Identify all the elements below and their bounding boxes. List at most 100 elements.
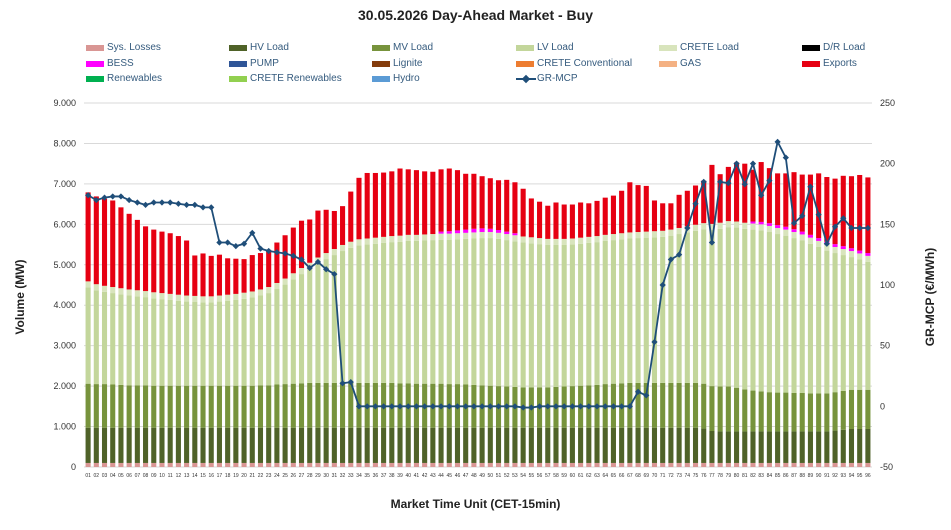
bar-segment <box>323 209 329 254</box>
bar-segment <box>454 230 461 234</box>
bar-segment <box>701 383 707 429</box>
x-tick-label: 45 <box>446 473 452 479</box>
bar-segment <box>233 385 239 428</box>
bar-segment <box>454 462 461 467</box>
bar-segment <box>159 299 165 386</box>
y-tick-label: 7.000 <box>53 179 76 189</box>
bar-segment <box>528 237 534 244</box>
bar-segment <box>660 462 666 467</box>
bar-segment <box>848 389 855 429</box>
bar-segment <box>627 182 633 233</box>
x-tick-label: 62 <box>586 473 592 479</box>
bar-segment <box>101 291 108 385</box>
bar-segment <box>422 234 428 241</box>
x-tick-label: 31 <box>332 473 338 479</box>
x-tick-label: 16 <box>208 473 214 479</box>
bar-segment <box>85 383 91 428</box>
bar-segment <box>397 241 403 384</box>
bar-segment <box>101 462 108 467</box>
bar-segment <box>512 462 518 467</box>
bar-segment <box>381 172 387 237</box>
legend-swatch <box>86 45 104 51</box>
x-tick-label: 33 <box>348 473 354 479</box>
bar-segment <box>602 197 608 235</box>
price-point <box>249 229 256 236</box>
bar-segment <box>660 236 666 383</box>
bar-segment <box>241 298 247 386</box>
bar-segment <box>233 293 239 300</box>
bar-segment <box>692 230 699 383</box>
bar-segment <box>479 427 485 463</box>
x-tick-label: 74 <box>685 473 691 479</box>
bar-segment <box>323 462 329 467</box>
bar-segment <box>307 462 313 467</box>
bar-segment <box>93 384 99 428</box>
bar-segment <box>340 427 346 463</box>
legend-swatch <box>372 45 390 51</box>
price-point <box>117 193 125 200</box>
bar-segment <box>520 236 526 243</box>
bar-segment <box>643 462 649 467</box>
bar-segment <box>257 253 264 290</box>
bar-segment <box>528 198 534 238</box>
bar-segment <box>791 232 797 239</box>
bar-segment <box>495 180 502 230</box>
bar-segment <box>225 258 231 295</box>
bar-segment <box>537 462 543 467</box>
x-tick-label: 92 <box>832 473 838 479</box>
bar-segment <box>857 428 863 463</box>
bar-segment <box>865 255 871 262</box>
bar-segment <box>208 462 214 467</box>
bar-segment <box>537 427 543 463</box>
bar-segment <box>340 251 346 383</box>
bar-segment <box>561 204 567 239</box>
bar-segment <box>422 171 428 235</box>
bar-segment <box>775 431 781 463</box>
bar-segment <box>512 241 518 387</box>
bar-segment <box>184 295 190 302</box>
price-point <box>257 245 264 252</box>
x-tick-label: 34 <box>356 473 362 479</box>
bar-segment <box>151 462 157 467</box>
bar-segment <box>143 427 149 463</box>
bar-segment <box>257 289 264 296</box>
bar-segment <box>331 462 337 467</box>
bar-segment <box>438 462 444 467</box>
bar-segment <box>479 176 485 229</box>
legend-label: PUMP <box>250 57 279 69</box>
price-point <box>281 250 289 257</box>
bar-segment <box>323 259 329 383</box>
bar-segment <box>143 462 149 467</box>
price-point <box>183 201 190 209</box>
bar-segment <box>446 168 452 232</box>
bar-segment <box>816 246 822 394</box>
bar-segment <box>561 238 567 245</box>
bar-segment <box>134 219 140 291</box>
bar-segment <box>381 462 387 467</box>
x-tick-label: 77 <box>709 473 715 479</box>
price-line <box>87 139 868 409</box>
price-point <box>478 403 486 410</box>
legend-swatch <box>372 76 390 82</box>
bar-segment <box>249 255 255 292</box>
bar-segment <box>348 382 354 428</box>
bar-segment <box>471 427 477 463</box>
bar-segment <box>331 210 337 250</box>
price-point <box>429 403 436 410</box>
legend-label: D/R Load <box>823 42 866 53</box>
legend-swatch <box>802 60 820 67</box>
bar-segment <box>766 232 772 393</box>
bar-segment <box>438 231 444 234</box>
legend-label: CRETE Renewables <box>250 73 342 84</box>
bar-segment <box>463 229 469 233</box>
bar-segment <box>840 390 846 430</box>
bar-segment <box>816 462 822 467</box>
bar-segment <box>249 462 255 467</box>
legend-label: GAS <box>680 57 702 69</box>
bar-segment <box>775 392 781 432</box>
bar-segment <box>725 227 731 387</box>
bar-segment <box>151 385 157 428</box>
bar-segment <box>101 285 108 292</box>
x-tick-label: 86 <box>783 473 789 479</box>
